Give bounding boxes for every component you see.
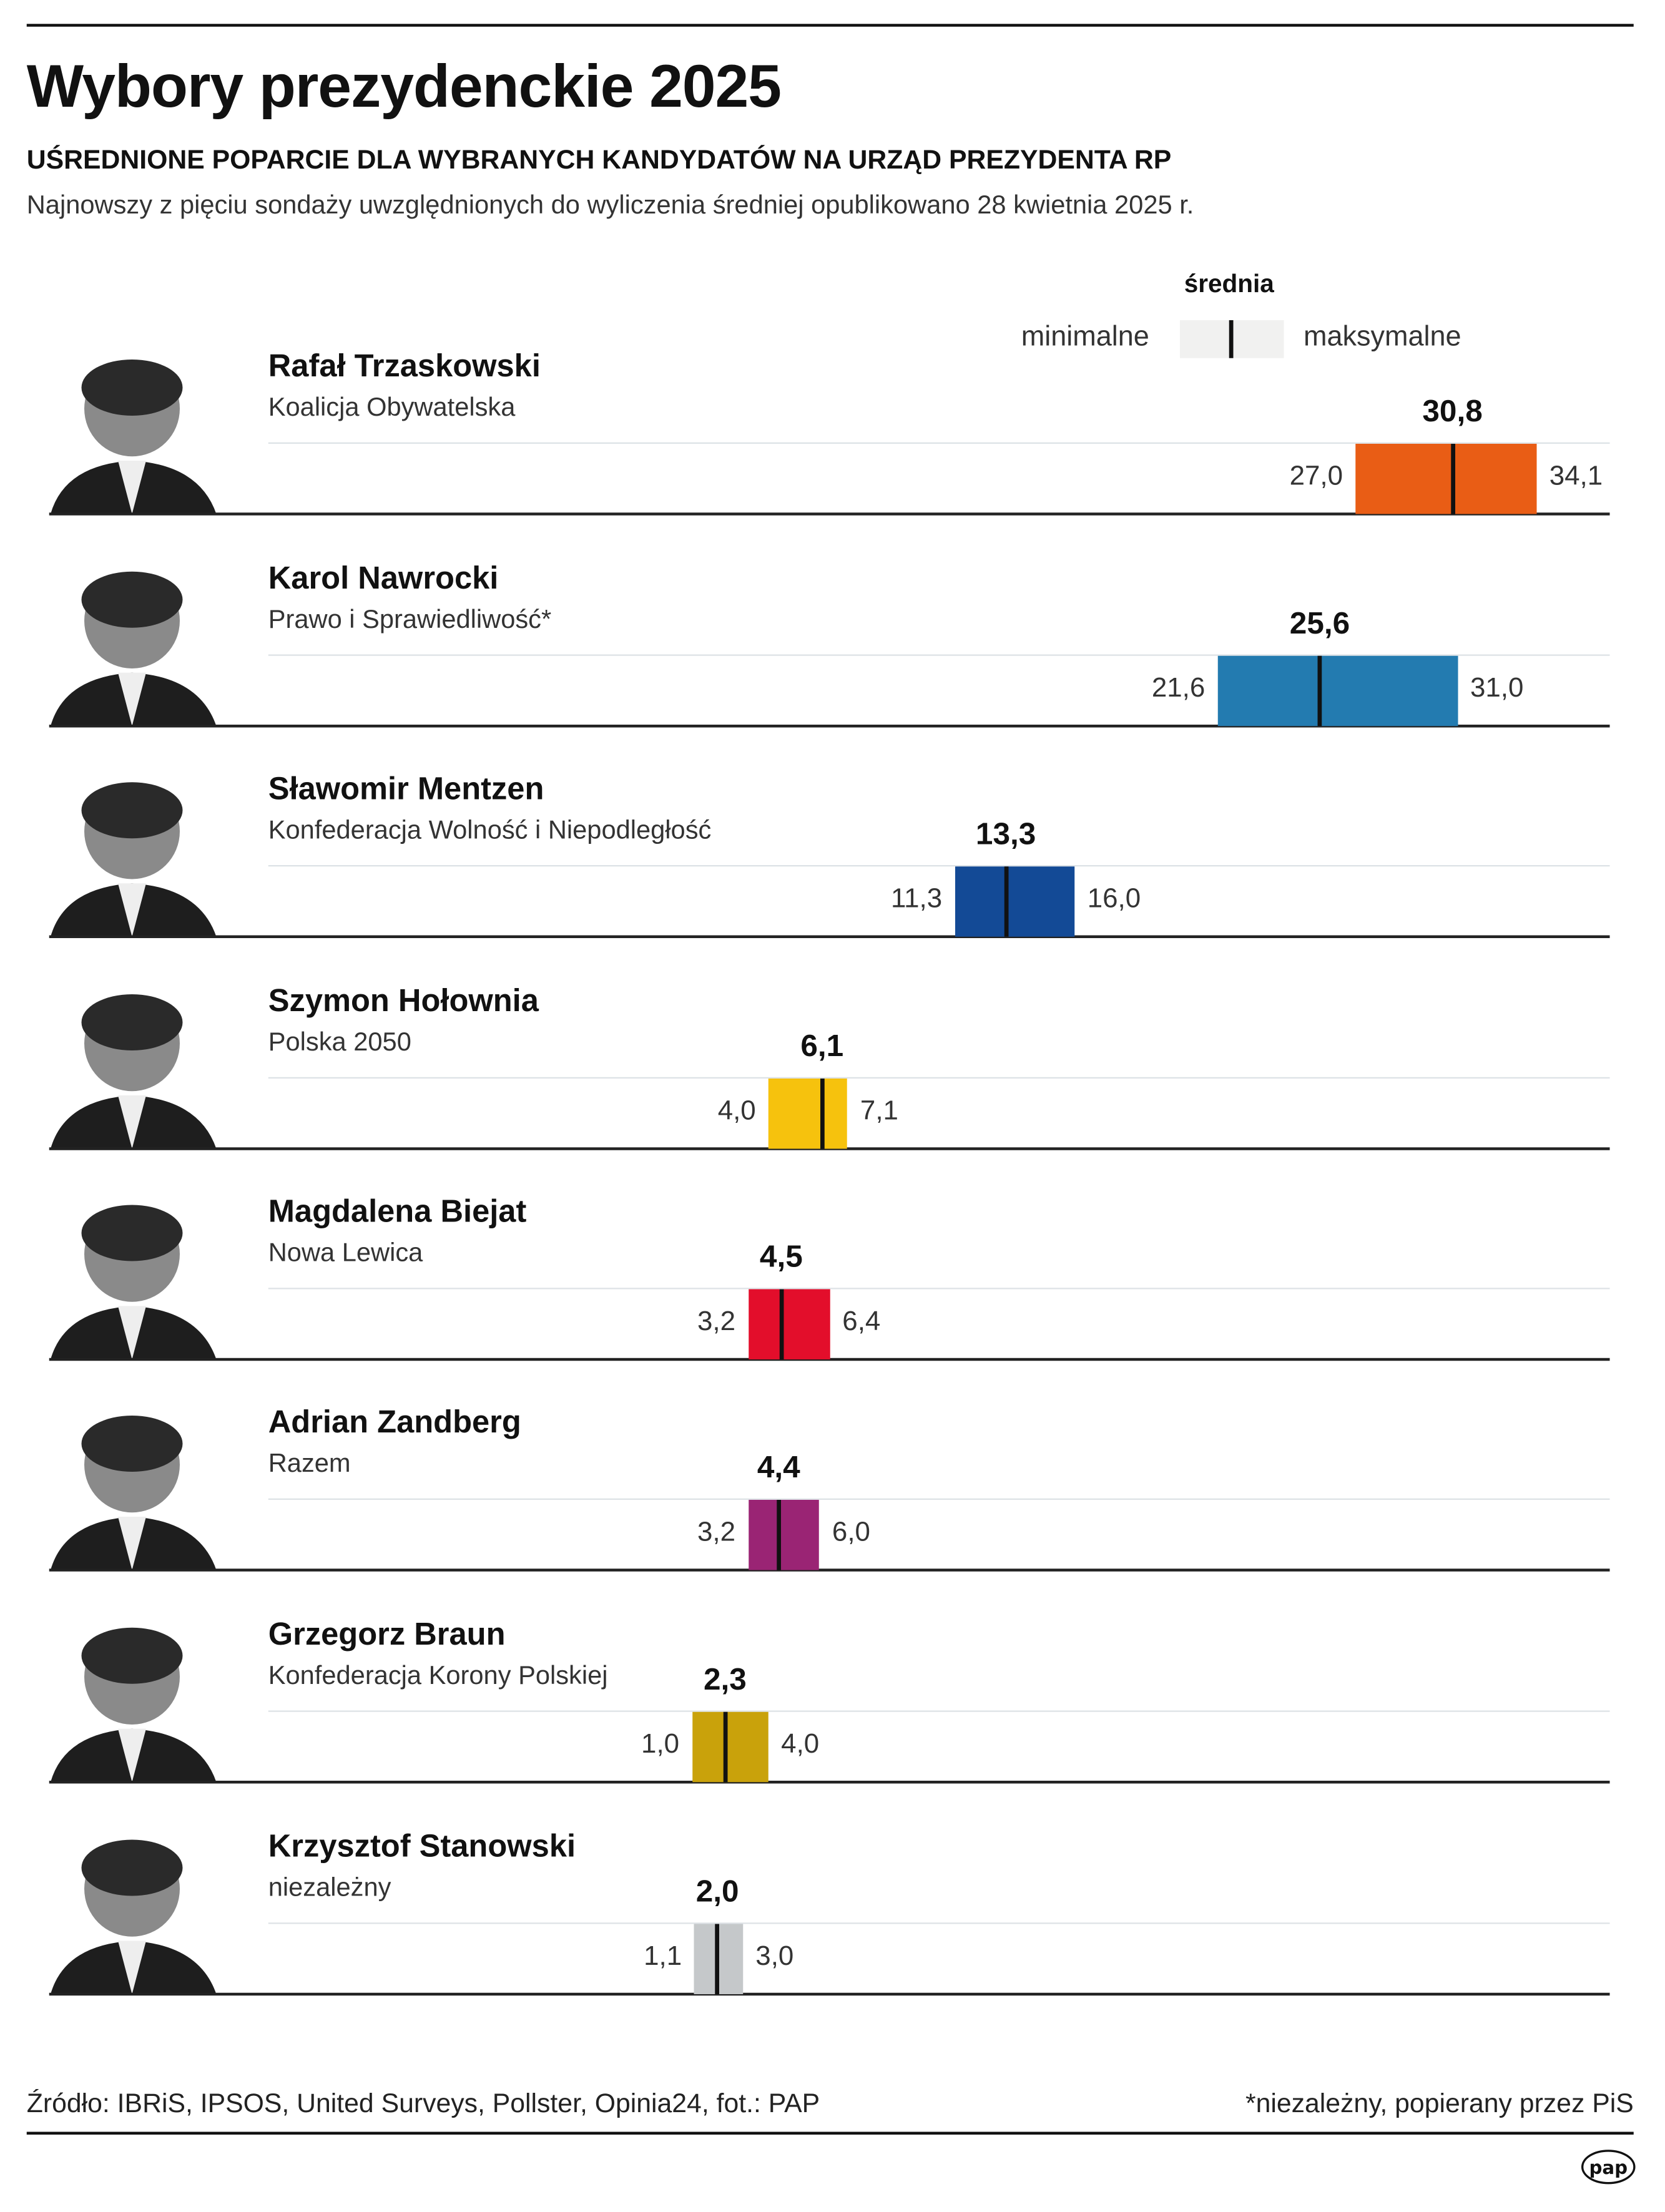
min-value-label: 3,2 (697, 1517, 735, 1548)
mean-marker (776, 1500, 781, 1570)
description: Najnowszy z pięciu sondaży uwzględnionyc… (26, 189, 1194, 219)
min-value-label: 1,1 (644, 1940, 682, 1972)
range-bar (692, 1711, 769, 1783)
candidate-name: Karol Nawrocki (268, 560, 499, 595)
candidate-party: Nowa Lewica (268, 1237, 423, 1267)
row-baseline (49, 1568, 1610, 1572)
range-bar (748, 1289, 830, 1359)
min-value-label: 21,6 (1151, 672, 1206, 704)
top-rule (26, 24, 1634, 27)
candidate-party: Razem (268, 1447, 351, 1477)
min-value-label: 3,2 (697, 1306, 735, 1338)
row-baseline (49, 512, 1610, 516)
candidate-name: Grzegorz Braun (268, 1616, 506, 1652)
candidate-name: Krzysztof Stanowski (268, 1828, 576, 1864)
subtitle: UŚREDNIONE POPARCIE DLA WYBRANYCH KANDYD… (26, 146, 1172, 176)
max-value-label: 31,0 (1470, 672, 1524, 704)
row-gridline (268, 1498, 1610, 1500)
candidate-photo (51, 1177, 219, 1359)
max-value-label: 4,0 (781, 1728, 820, 1760)
row-baseline (49, 1147, 1610, 1150)
range-bar (1217, 655, 1458, 727)
max-value-label: 6,4 (842, 1306, 881, 1338)
row-gridline (268, 1077, 1610, 1079)
range-bar (955, 866, 1075, 937)
candidate-name: Rafał Trzaskowski (268, 348, 541, 384)
mean-value-label: 2,3 (704, 1661, 747, 1696)
candidate-name: Magdalena Biejat (268, 1193, 527, 1229)
mean-marker (820, 1079, 825, 1149)
row-gridline (268, 1288, 1610, 1290)
min-value-label: 1,0 (641, 1728, 680, 1760)
row-gridline (268, 865, 1610, 867)
candidate-photo (51, 754, 219, 937)
candidate-party: Konfederacja Wolność i Niepodległość (268, 815, 712, 844)
footnote: *niezależny, popierany przez PiS (1245, 2090, 1634, 2120)
candidate-name: Sławomir Mentzen (268, 771, 544, 806)
legend-mean-marker (1229, 320, 1234, 358)
max-value-label: 6,0 (832, 1517, 870, 1548)
legend-min-label: minimalne (1021, 321, 1149, 353)
mean-marker (1450, 444, 1455, 514)
min-value-label: 27,0 (1289, 461, 1343, 492)
row-baseline (49, 1992, 1610, 1996)
row-baseline (49, 725, 1610, 728)
candidate-name: Szymon Hołownia (268, 983, 539, 1019)
range-bar (768, 1079, 848, 1149)
mean-value-label: 13,3 (975, 816, 1036, 851)
row-gridline (268, 442, 1610, 444)
row-baseline (49, 1781, 1610, 1784)
row-gridline (268, 1710, 1610, 1712)
mean-value-label: 6,1 (800, 1028, 844, 1064)
row-baseline (49, 935, 1610, 938)
source-note: Źródło: IBRiS, IPSOS, United Surveys, Po… (26, 2090, 820, 2120)
candidate-party: Prawo i Sprawiedliwość* (268, 604, 552, 634)
candidate-name: Adrian Zandberg (268, 1404, 521, 1440)
row-gridline (268, 654, 1610, 656)
candidate-party: Koalicja Obywatelska (268, 391, 516, 421)
mean-marker (1317, 655, 1322, 727)
range-bar (1355, 444, 1537, 514)
candidate-photo (51, 1387, 219, 1570)
max-value-label: 34,1 (1549, 461, 1603, 492)
candidate-party: Polska 2050 (268, 1026, 411, 1056)
page-title: Wybory prezydenckie 2025 (26, 53, 782, 121)
candidate-photo (51, 331, 219, 514)
legend-mean-label: średnia (1184, 270, 1274, 298)
mean-marker (1003, 866, 1008, 937)
mean-marker (715, 1924, 720, 1994)
pap-logo: pap (1581, 2150, 1636, 2185)
bottom-rule (26, 2131, 1634, 2135)
mean-marker (778, 1289, 783, 1359)
max-value-label: 7,1 (860, 1095, 898, 1127)
mean-value-label: 2,0 (695, 1873, 739, 1909)
mean-marker (723, 1711, 727, 1783)
row-gridline (268, 1922, 1610, 1924)
candidate-party: niezależny (268, 1872, 391, 1902)
min-value-label: 11,3 (890, 883, 943, 914)
max-value-label: 3,0 (755, 1940, 794, 1972)
row-baseline (49, 1358, 1610, 1361)
legend-max-label: maksymalne (1304, 321, 1461, 353)
svg-text:pap: pap (1589, 2157, 1628, 2178)
mean-value-label: 30,8 (1422, 393, 1483, 429)
mean-value-label: 4,4 (757, 1449, 800, 1485)
candidate-party: Konfederacja Korony Polskiej (268, 1660, 608, 1690)
max-value-label: 16,0 (1087, 883, 1141, 914)
range-bar (748, 1500, 820, 1570)
candidate-photo (51, 966, 219, 1149)
min-value-label: 4,0 (717, 1095, 756, 1127)
mean-value-label: 25,6 (1289, 605, 1350, 640)
candidate-photo (51, 1600, 219, 1783)
candidate-photo (51, 544, 219, 727)
candidate-photo (51, 1812, 219, 1994)
mean-value-label: 4,5 (759, 1238, 803, 1274)
